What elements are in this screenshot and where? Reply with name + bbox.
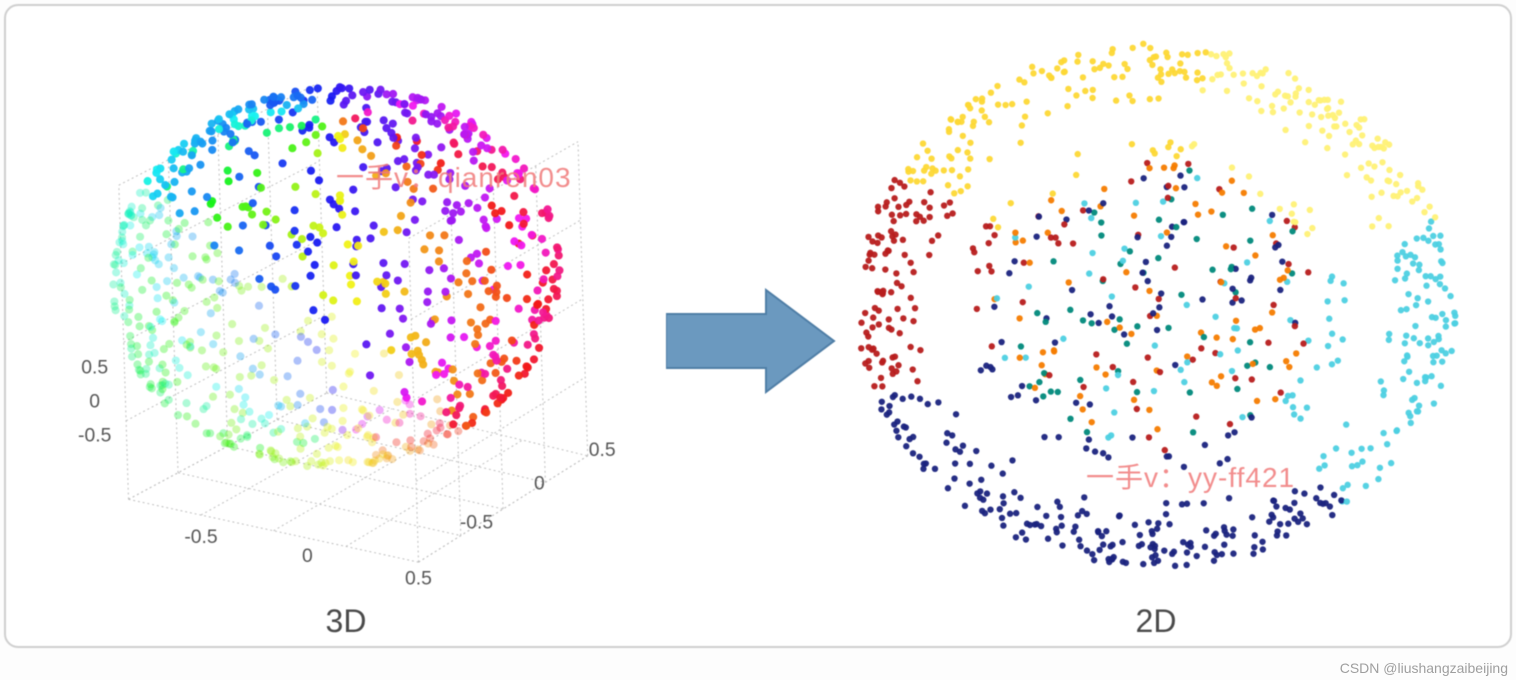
svg-text:0: 0 (89, 392, 100, 413)
svg-text:-0.5: -0.5 (460, 512, 493, 533)
scatter-3d: -0.5 0 0.5 -0.5 0 0.5 -0.5 0 0.5 (26, 16, 666, 596)
watermark-left: 一手v：qianren03 (336, 156, 572, 196)
panel-2d: 2D (826, 16, 1486, 636)
arrow (666, 286, 836, 396)
credit-text: CSDN @liushangzaibeijing (1340, 660, 1508, 676)
arrow-shape (666, 290, 834, 392)
figure-frame: -0.5 0 0.5 -0.5 0 0.5 -0.5 0 0.5 3D 2D 一手v：qianr… (4, 4, 1512, 648)
svg-text:0.5: 0.5 (81, 358, 108, 379)
svg-text:-0.5: -0.5 (78, 425, 111, 446)
panel-3d: -0.500.5-0.500.5-0.500.5 3D (26, 16, 666, 636)
caption-3d: 3D (26, 603, 666, 640)
caption-2d: 2D (826, 603, 1486, 640)
svg-text:0: 0 (302, 546, 313, 567)
svg-text:0.5: 0.5 (589, 440, 616, 461)
svg-text:-0.5: -0.5 (184, 527, 217, 548)
watermark-right: 一手v：yy-ff421 (1086, 456, 1295, 496)
svg-text:0: 0 (534, 474, 545, 495)
svg-text:0.5: 0.5 (405, 568, 432, 589)
scatter-2d (826, 16, 1486, 596)
